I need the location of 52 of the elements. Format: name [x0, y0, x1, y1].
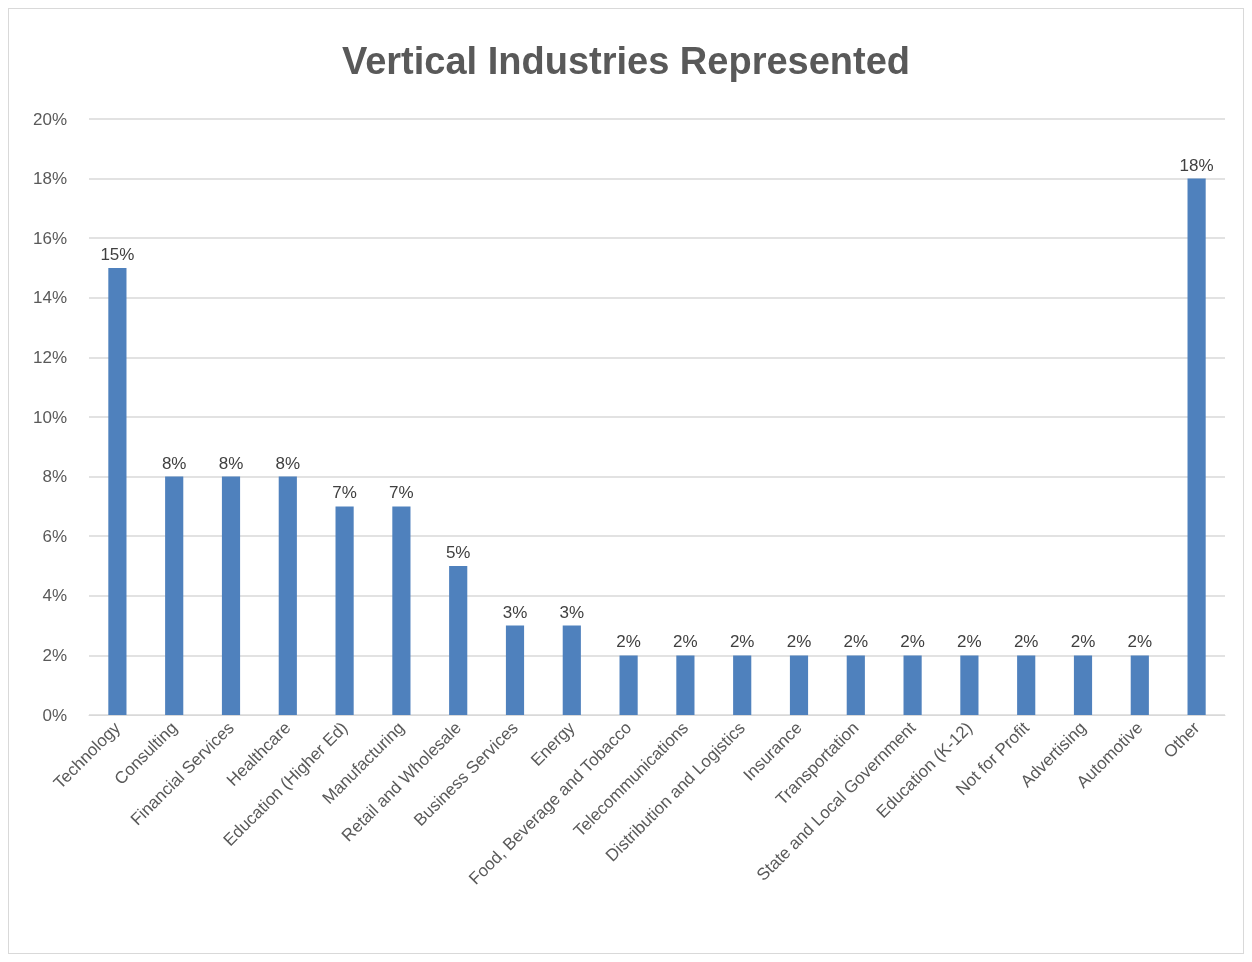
data-label: 2% — [1127, 632, 1153, 652]
bar — [449, 566, 468, 715]
data-label: 2% — [1070, 632, 1096, 652]
bar — [1130, 655, 1149, 715]
data-label: 2% — [729, 632, 755, 652]
y-tick-label: 8% — [42, 467, 67, 487]
bar — [165, 476, 184, 715]
data-label: 8% — [218, 453, 244, 473]
bar — [1187, 178, 1206, 715]
y-tick-label: 6% — [42, 526, 67, 546]
bar — [562, 625, 581, 715]
data-label: 5% — [445, 543, 471, 562]
bar — [676, 655, 695, 715]
chart-title: Vertical Industries Represented — [341, 40, 911, 82]
bar — [789, 655, 809, 715]
y-tick-label: 18% — [32, 169, 67, 189]
data-label: 7% — [389, 483, 414, 503]
data-label: 2% — [1013, 632, 1039, 652]
bar — [960, 655, 979, 715]
y-tick-label: 10% — [32, 407, 67, 427]
data-label: 2% — [616, 632, 641, 652]
bar — [392, 506, 411, 715]
y-tick-label: 14% — [32, 288, 67, 308]
bar — [619, 655, 638, 715]
y-tick-label: 20% — [32, 109, 67, 129]
bar — [108, 268, 127, 715]
data-label: 3% — [559, 602, 585, 622]
y-tick-label: 2% — [42, 645, 67, 665]
y-tick-label: 16% — [32, 228, 67, 248]
y-tick-label: 12% — [32, 347, 67, 367]
bar — [221, 476, 241, 715]
bar — [1073, 655, 1093, 715]
bar — [505, 625, 525, 715]
bar — [278, 476, 297, 715]
data-label: 2% — [843, 632, 869, 652]
data-label: 3% — [502, 602, 528, 622]
data-label: 8% — [275, 453, 301, 473]
data-label: 2% — [673, 632, 698, 652]
data-label: 18% — [1179, 155, 1214, 175]
bar — [846, 655, 865, 715]
data-label: 2% — [900, 632, 925, 652]
bar — [335, 506, 354, 715]
data-label: 7% — [332, 483, 357, 503]
bar — [1017, 655, 1036, 715]
bar — [903, 655, 922, 715]
bar — [733, 655, 752, 715]
data-label: 2% — [786, 632, 812, 652]
data-label: 8% — [161, 453, 187, 473]
y-tick-label: 4% — [42, 586, 67, 606]
data-label: 15% — [100, 245, 135, 264]
y-tick-label: 0% — [42, 705, 67, 725]
data-label: 2% — [957, 632, 982, 652]
